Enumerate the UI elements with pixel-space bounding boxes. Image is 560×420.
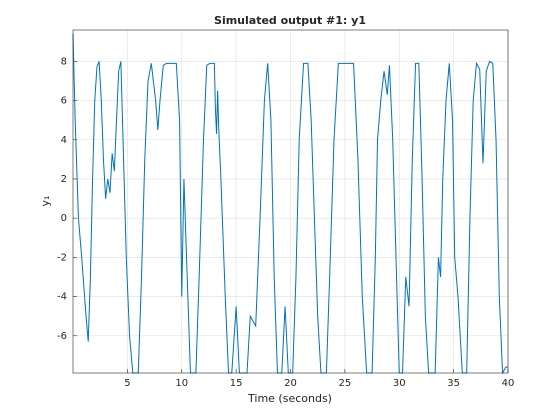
- y-tick-label: -2: [57, 252, 67, 263]
- x-tick-label: 5: [124, 378, 130, 389]
- y-axis-label: y₁: [39, 196, 52, 207]
- x-tick-label: 20: [284, 378, 297, 389]
- x-tick-label: 25: [339, 378, 352, 389]
- x-tick-label: 40: [502, 378, 515, 389]
- y-tick-label: 0: [61, 213, 67, 224]
- y-tick-label: -6: [57, 331, 67, 342]
- y-tick-label: 8: [61, 56, 67, 67]
- y-tick-label: 4: [61, 135, 67, 146]
- axes-box: [72, 29, 509, 374]
- y-tick-label: 2: [61, 174, 67, 185]
- chart-title: Simulated output #1: y1: [214, 14, 366, 27]
- x-tick-label: 10: [175, 378, 188, 389]
- x-tick-label: 15: [230, 378, 243, 389]
- x-tick-label: 35: [447, 378, 460, 389]
- data-line: [72, 33, 508, 375]
- y-tick-label: 6: [61, 96, 67, 107]
- x-tick-label: 30: [393, 378, 406, 389]
- x-axis-label: Time (seconds): [247, 392, 332, 405]
- y-tick-label: -4: [57, 292, 67, 303]
